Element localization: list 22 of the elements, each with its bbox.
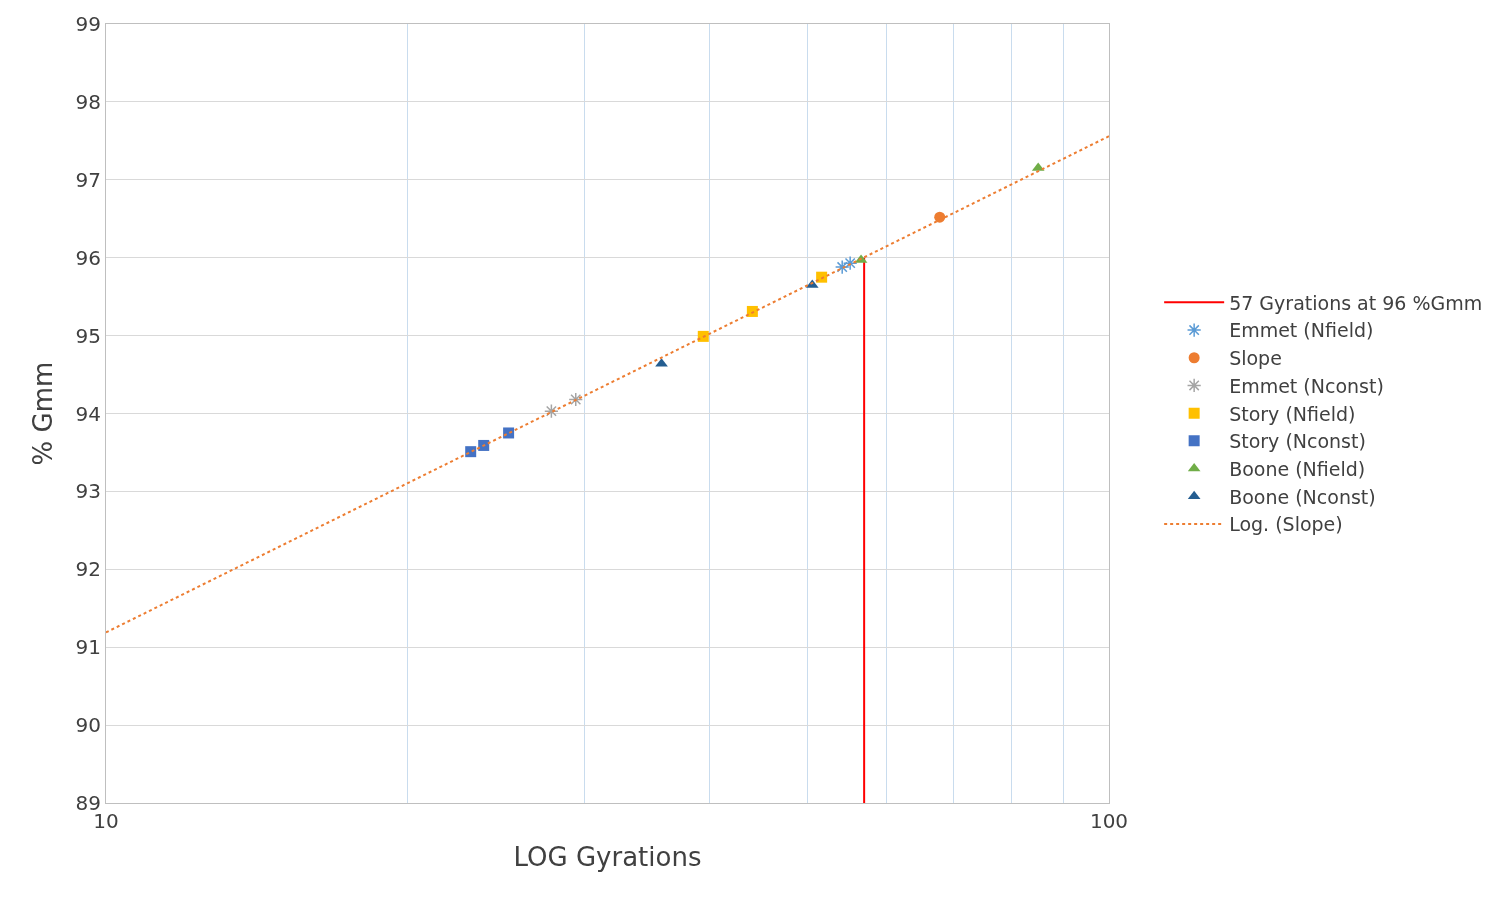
y-tick-label: 91 — [75, 635, 101, 660]
legend-label: Emmet (Nfield) — [1229, 319, 1374, 342]
y-tick-label: 96 — [75, 245, 101, 270]
x-axis-title: LOG Gyrations — [513, 841, 702, 872]
legend-label: Boone (Nfield) — [1229, 457, 1366, 480]
y-tick-label: 93 — [75, 479, 101, 504]
legend-label: Boone (Nconst) — [1229, 485, 1376, 508]
x-tick-label: 100 — [1089, 809, 1129, 833]
legend-label: Emmet (Nconst) — [1229, 374, 1384, 397]
y-tick-label: 95 — [75, 323, 101, 348]
y-tick-label: 98 — [75, 89, 101, 114]
y-tick-label: 94 — [75, 401, 101, 426]
y-tick-label: 99 — [75, 12, 101, 36]
legend-label: Story (Nfield) — [1229, 402, 1356, 425]
legend-label: Slope — [1229, 347, 1282, 370]
y-tick-label: 92 — [75, 557, 101, 582]
legend-label: Log. (Slope) — [1229, 513, 1343, 536]
y-axis-title: % Gmm — [27, 361, 58, 466]
y-tick-label: 97 — [75, 167, 101, 192]
legend-label: 57 Gyrations at 96 %Gmm — [1229, 291, 1483, 314]
y-tick-label: 90 — [75, 713, 101, 738]
legend-label: Story (Nconst) — [1229, 430, 1366, 453]
